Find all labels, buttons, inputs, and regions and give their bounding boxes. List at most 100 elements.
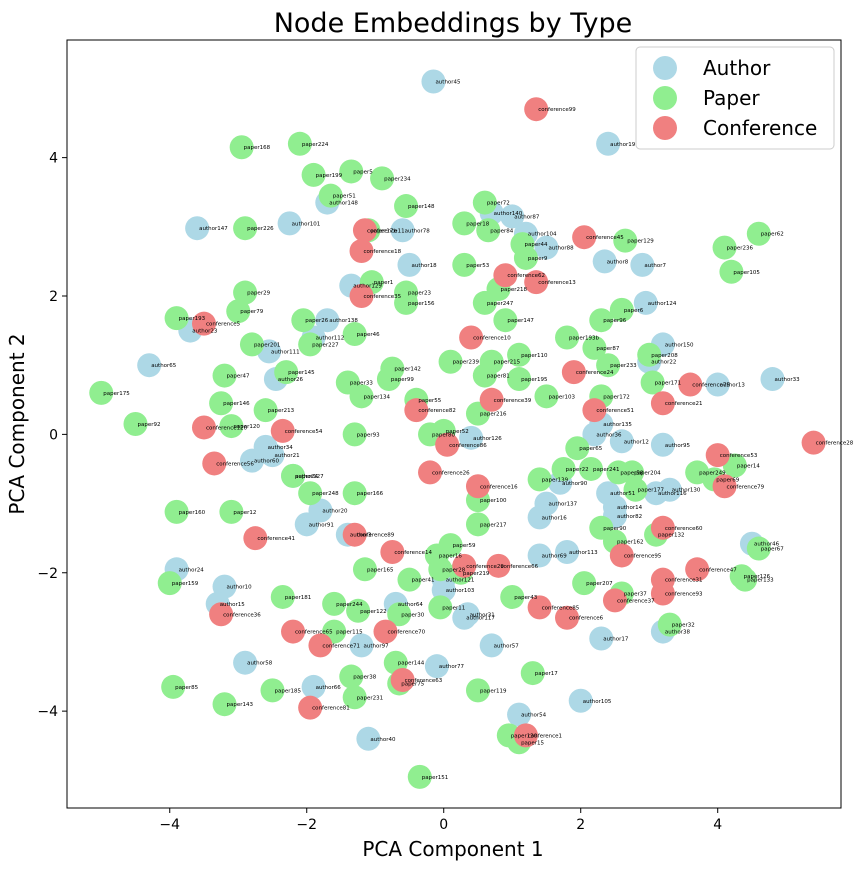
paper-point-label: paper47 xyxy=(227,374,250,380)
paper-point xyxy=(712,235,737,260)
author-point xyxy=(185,216,210,241)
paper-point-label: paper22 xyxy=(566,467,589,473)
paper-point-label: paper12 xyxy=(233,510,256,516)
paper-point-label: paper9 xyxy=(528,256,548,262)
paper-point-label: paper219 xyxy=(463,571,490,577)
paper-point-label: paper17b xyxy=(370,228,397,234)
paper-point xyxy=(534,384,559,409)
paper-point-label: paper24 xyxy=(295,474,318,480)
paper-point-label: paper29 xyxy=(247,291,270,297)
conference-point xyxy=(524,270,549,295)
conference-point-label: conference63 xyxy=(405,678,443,684)
conference-point xyxy=(418,460,443,485)
paper-point-label: paper96 xyxy=(603,318,626,324)
paper-point-label: paper227 xyxy=(312,342,339,348)
author-point-label: author117 xyxy=(466,616,495,622)
author-point-label: author116 xyxy=(658,491,687,497)
author-point-label: author12 xyxy=(624,439,649,445)
paper-point-label: paper160 xyxy=(179,510,206,516)
author-point xyxy=(356,726,381,751)
paper-point-label: paper16 xyxy=(439,553,462,559)
legend-label: Paper xyxy=(703,86,760,110)
paper-point-label: paper134 xyxy=(364,394,391,400)
conference-point xyxy=(572,225,597,250)
author-point-label: author66 xyxy=(316,685,342,691)
author-point xyxy=(609,429,634,454)
paper-point xyxy=(219,499,244,524)
paper-point-label: paper172 xyxy=(603,394,630,400)
paper-point-label: paper208 xyxy=(651,353,678,359)
paper-point xyxy=(582,335,607,360)
paper-point-label: paper72 xyxy=(487,201,510,207)
paper-point-label: paper239 xyxy=(453,360,480,366)
author-point-label: author113 xyxy=(569,550,598,556)
conference-point xyxy=(582,398,607,423)
x-tick-label: 4 xyxy=(713,817,722,833)
paper-point-label: paper62 xyxy=(761,232,784,238)
conference-point-label: conference24 xyxy=(576,370,614,376)
paper-point-label: paper216 xyxy=(480,412,507,418)
paper-point-label: paper43 xyxy=(514,595,537,601)
paper-point xyxy=(298,332,323,357)
author-point-label: author64 xyxy=(398,602,424,608)
paper-point xyxy=(212,363,237,388)
author-point-label: author77 xyxy=(439,664,465,670)
paper-point xyxy=(719,259,744,284)
paper-point-label: paper185 xyxy=(274,688,301,694)
paper-point-label: paper175 xyxy=(103,391,130,397)
paper-point-label: paper146 xyxy=(223,401,250,407)
paper-point-label: paper99 xyxy=(391,377,414,383)
author-point xyxy=(760,367,785,392)
paper-point-label: paper193 xyxy=(179,316,206,322)
author-point-label: author103 xyxy=(446,588,475,594)
paper-point-label: paper6 xyxy=(624,308,644,314)
paper-point-label: paper46 xyxy=(357,332,380,338)
paper-point-label: paper226 xyxy=(247,226,274,232)
legend-box xyxy=(635,46,835,150)
author-point xyxy=(657,477,682,502)
paper-point-label: paper144 xyxy=(398,661,425,667)
paper-point xyxy=(465,678,490,703)
conference-point xyxy=(609,543,634,568)
author-point-label: author22 xyxy=(651,360,676,366)
conference-point-label: conference99 xyxy=(538,107,576,113)
paper-point xyxy=(472,190,497,215)
paper-point xyxy=(339,664,364,689)
legend-marker xyxy=(653,116,677,140)
author-point xyxy=(650,432,675,457)
paper-point-label: paper236 xyxy=(727,246,754,252)
conference-point-label: conference51 xyxy=(596,408,634,414)
paper-point-label: paper17 xyxy=(535,671,558,677)
conference-point xyxy=(685,557,710,582)
legend-marker xyxy=(653,86,677,110)
paper-point xyxy=(209,391,234,416)
paper-point xyxy=(500,584,525,609)
paper-point-label: paper110 xyxy=(521,353,548,359)
author-point-label: author90 xyxy=(562,481,588,487)
conference-point xyxy=(209,602,234,627)
paper-point xyxy=(465,512,490,537)
conference-point xyxy=(390,668,415,692)
author-point-label: author33 xyxy=(775,377,801,383)
author-point xyxy=(277,211,302,236)
author-point-label: author10 xyxy=(227,585,253,591)
paper-point xyxy=(407,764,432,789)
conference-point xyxy=(602,588,627,613)
author-point-label: author13 xyxy=(720,383,746,389)
paper-point xyxy=(352,557,377,582)
paper-point xyxy=(298,481,323,506)
paper-point xyxy=(157,571,182,596)
paper-point xyxy=(219,414,244,439)
author-point-label: author8 xyxy=(607,259,629,265)
y-tick-label: −4 xyxy=(37,704,58,720)
author-point-label: author104 xyxy=(528,232,557,238)
paper-point xyxy=(596,353,621,378)
paper-point xyxy=(513,245,538,270)
author-point-label: author57 xyxy=(494,643,520,649)
conference-point xyxy=(308,633,333,658)
paper-point-label: paper126 xyxy=(744,574,771,580)
paper-point-label: paper165 xyxy=(367,567,394,573)
paper-point-label: paper207 xyxy=(586,581,613,587)
paper-point-label: paper224 xyxy=(302,142,329,148)
paper-point-label: paper249 xyxy=(699,470,726,476)
